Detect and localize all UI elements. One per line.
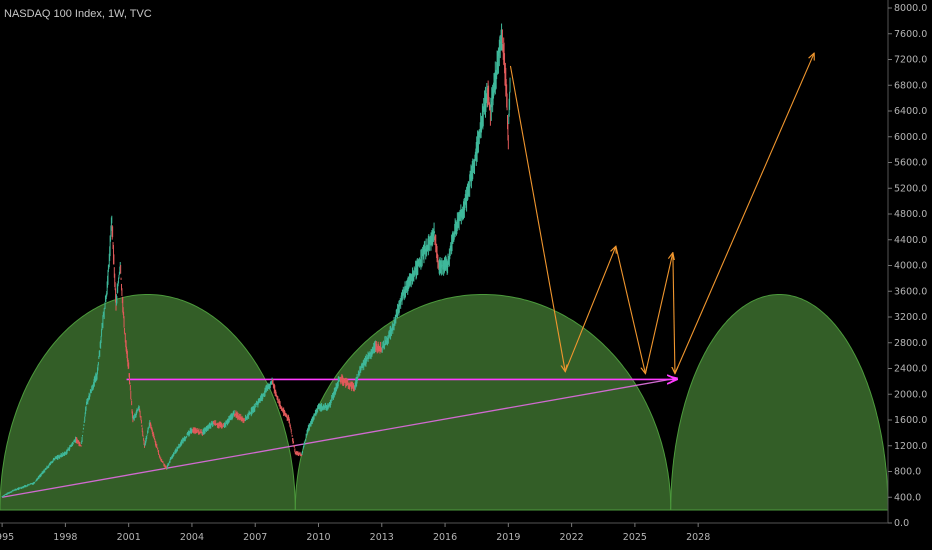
y-tick-label: 4400.0 bbox=[894, 235, 927, 246]
y-tick-label: 2000.0 bbox=[894, 389, 927, 400]
x-tick-label: 2013 bbox=[370, 532, 394, 543]
projection-segment bbox=[673, 252, 675, 374]
y-tick-label: 7600.0 bbox=[894, 29, 927, 40]
y-tick-label: 2800.0 bbox=[894, 338, 927, 349]
y-tick-label: 1200.0 bbox=[894, 441, 927, 452]
price-series bbox=[1, 23, 511, 498]
projection-segment bbox=[615, 246, 646, 373]
x-tick-label: 2001 bbox=[117, 532, 141, 543]
y-tick-label: 6000.0 bbox=[894, 132, 927, 143]
y-tick-label: 3600.0 bbox=[894, 286, 927, 297]
y-tick-label: 5200.0 bbox=[894, 183, 927, 194]
y-tick-label: 6400.0 bbox=[894, 106, 927, 117]
cycle-domes bbox=[0, 294, 889, 511]
y-tick-label: 7200.0 bbox=[894, 55, 927, 66]
x-tick-label: 2022 bbox=[560, 532, 584, 543]
projection-segment bbox=[564, 246, 616, 372]
y-tick-label: 1600.0 bbox=[894, 415, 927, 426]
x-tick-label: 2010 bbox=[306, 532, 330, 543]
x-tick-label: 1998 bbox=[53, 532, 77, 543]
x-tick-label: 2025 bbox=[623, 532, 647, 543]
y-tick-label: 4000.0 bbox=[894, 261, 927, 272]
y-tick-label: 400.0 bbox=[894, 492, 921, 503]
trend-line bbox=[1, 378, 677, 498]
projection-segment bbox=[644, 253, 672, 374]
chart-title: NASDAQ 100 Index, 1W, TVC bbox=[4, 8, 152, 20]
x-tick-label: 2007 bbox=[243, 532, 267, 543]
y-tick-label: 8000.0 bbox=[894, 3, 927, 14]
x-tick-label: 2004 bbox=[180, 532, 204, 543]
y-tick-label: 6800.0 bbox=[894, 80, 927, 91]
projection-path bbox=[509, 53, 814, 374]
projection-segment bbox=[674, 53, 814, 374]
reference-lines bbox=[1, 378, 677, 498]
x-tick-label: 2019 bbox=[496, 532, 520, 543]
y-tick-label: 4800.0 bbox=[894, 209, 927, 220]
projection-segment bbox=[509, 65, 565, 372]
x-tick-label: 1995 bbox=[0, 532, 14, 543]
y-tick-label: 0.0 bbox=[894, 518, 909, 529]
cycle-dome-2 bbox=[294, 294, 672, 511]
x-tick-label: 2016 bbox=[433, 532, 457, 543]
cycle-dome-1 bbox=[0, 294, 296, 511]
y-tick-label: 5600.0 bbox=[894, 158, 927, 169]
y-tick-label: 800.0 bbox=[894, 467, 921, 478]
cycle-dome-3 bbox=[670, 294, 889, 511]
x-tick-label: 2028 bbox=[686, 532, 710, 543]
y-tick-label: 2400.0 bbox=[894, 364, 927, 375]
y-tick-label: 3200.0 bbox=[894, 312, 927, 323]
